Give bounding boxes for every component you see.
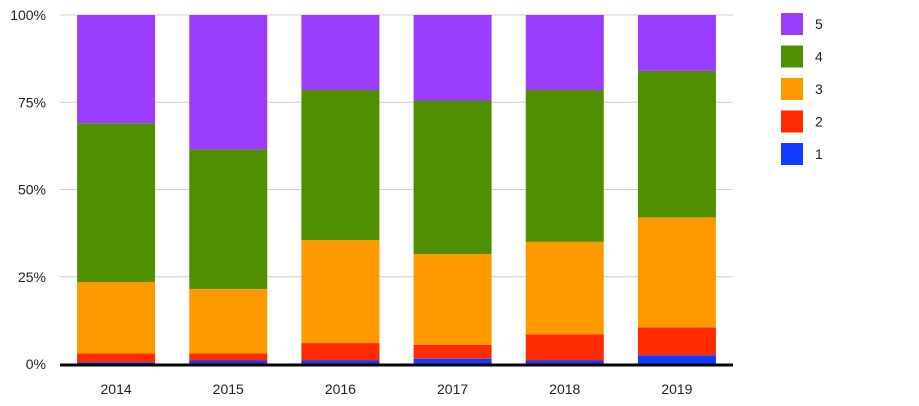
bar-2016-series-4 bbox=[301, 90, 380, 241]
bar-2015-series-2 bbox=[189, 353, 268, 361]
bar-2018-series-3 bbox=[525, 241, 604, 335]
bar-2019-series-2 bbox=[637, 327, 716, 356]
y-tick-label: 25% bbox=[18, 269, 46, 285]
bar-2015-series-1 bbox=[189, 360, 268, 364]
bars bbox=[77, 15, 716, 364]
bar-2018-series-2 bbox=[525, 334, 604, 361]
bar-2015-series-4 bbox=[189, 149, 268, 289]
x-tick-label: 2019 bbox=[661, 381, 692, 397]
y-tick-label: 0% bbox=[26, 356, 46, 372]
y-tick-label: 75% bbox=[18, 94, 46, 110]
bar-2017-series-5 bbox=[413, 15, 492, 101]
y-tick-label: 50% bbox=[18, 182, 46, 198]
x-tick-label: 2014 bbox=[101, 381, 132, 397]
legend-label-1: 1 bbox=[815, 146, 823, 162]
legend-swatch-5 bbox=[781, 13, 803, 35]
bar-2016-series-2 bbox=[301, 343, 380, 361]
bar-2018-series-4 bbox=[525, 90, 604, 242]
bar-2014-series-5 bbox=[77, 15, 156, 124]
x-axis-ticks: 2014 2015 2016 2017 2018 2019 bbox=[60, 363, 733, 397]
bar-2015-series-5 bbox=[189, 15, 268, 150]
bar-2014-series-2 bbox=[77, 353, 156, 363]
legend-label-4: 4 bbox=[815, 49, 823, 65]
legend-swatch-4 bbox=[781, 45, 803, 68]
bar-2017-series-3 bbox=[413, 254, 492, 345]
bar-2015-series-3 bbox=[189, 288, 268, 354]
bar-2019-series-1 bbox=[637, 355, 716, 364]
bar-2014-series-1 bbox=[77, 362, 156, 364]
legend-swatch-2 bbox=[781, 110, 803, 133]
bar-2018-series-5 bbox=[525, 15, 604, 91]
legend-swatch-3 bbox=[781, 78, 803, 100]
bar-2016-series-3 bbox=[301, 240, 380, 344]
x-tick-label: 2018 bbox=[549, 381, 580, 397]
legend-label-3: 3 bbox=[815, 81, 823, 97]
legend-label-2: 2 bbox=[815, 114, 823, 130]
bar-2019-series-3 bbox=[637, 217, 716, 328]
bar-2016-series-1 bbox=[301, 360, 380, 364]
bar-2019-series-4 bbox=[637, 70, 716, 218]
bar-2017-series-1 bbox=[413, 358, 492, 364]
legend: 5 4 3 2 1 bbox=[781, 13, 823, 165]
legend-label-5: 5 bbox=[815, 16, 823, 32]
legend-swatch-1 bbox=[781, 143, 803, 165]
x-tick-label: 2016 bbox=[325, 381, 356, 397]
bar-2019-series-5 bbox=[637, 15, 716, 71]
bar-2014-series-3 bbox=[77, 281, 156, 354]
bar-2017-series-2 bbox=[413, 344, 492, 359]
bar-2018-series-1 bbox=[525, 360, 604, 364]
gridlines bbox=[60, 14, 733, 278]
x-tick-label: 2015 bbox=[213, 381, 244, 397]
y-axis-ticks: 0% 25% 50% 75% 100% bbox=[10, 7, 46, 372]
y-tick-label: 100% bbox=[10, 7, 46, 23]
bar-2016-series-5 bbox=[301, 15, 380, 91]
bar-2014-series-4 bbox=[77, 123, 156, 282]
x-tick-label: 2017 bbox=[437, 381, 468, 397]
bar-2017-series-4 bbox=[413, 100, 492, 255]
